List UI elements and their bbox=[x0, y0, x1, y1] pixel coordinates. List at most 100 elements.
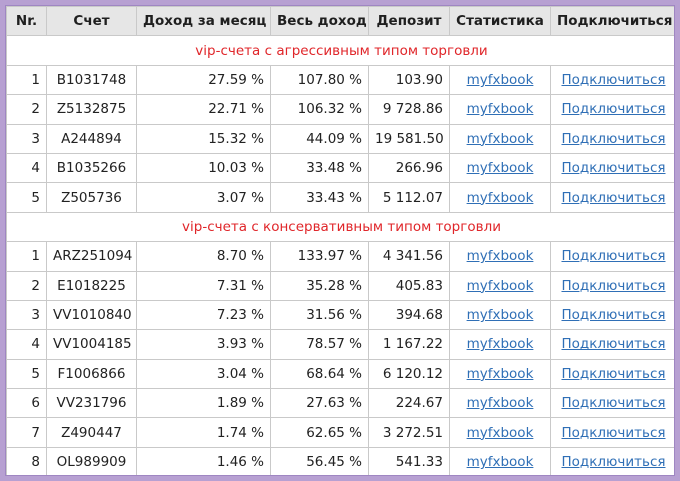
connect-link[interactable]: Подключиться bbox=[561, 424, 666, 441]
header-row: Nr. Счет Доход за месяц Весь доход Депоз… bbox=[6, 6, 674, 37]
row-deposit: 6 120.12 bbox=[368, 358, 450, 390]
row-total-income: 33.43 % bbox=[270, 182, 369, 213]
connect-link[interactable]: Подключиться bbox=[561, 454, 666, 471]
connect-link[interactable]: Подключиться bbox=[561, 307, 666, 324]
connect-link[interactable]: Подключиться bbox=[561, 395, 666, 412]
myfxbook-link[interactable]: myfxbook bbox=[466, 424, 534, 441]
row-account: A244894 bbox=[46, 123, 137, 154]
connect-link[interactable]: Подключиться bbox=[561, 248, 666, 265]
row-total-income: 62.65 % bbox=[270, 417, 369, 448]
row-total-income: 78.57 % bbox=[270, 329, 369, 360]
row-deposit: 5 112.07 bbox=[368, 182, 450, 213]
connect-link[interactable]: Подключиться bbox=[561, 277, 666, 294]
table-row: 2 Z5132875 22.71 % 106.32 % 9 728.86 myf… bbox=[6, 94, 674, 125]
header-connect: Подключиться bbox=[550, 6, 674, 37]
row-stats-cell: myfxbook bbox=[449, 152, 551, 184]
row-stats-cell: myfxbook bbox=[449, 270, 551, 301]
row-stats-cell: myfxbook bbox=[449, 358, 551, 390]
table-row: 1 ARZ251094 8.70 % 133.97 % 4 341.56 myf… bbox=[6, 241, 674, 272]
row-deposit: 3 272.51 bbox=[368, 417, 450, 448]
connect-link[interactable]: Подключиться bbox=[561, 101, 666, 118]
row-total-income: 35.28 % bbox=[270, 270, 369, 301]
myfxbook-link[interactable]: myfxbook bbox=[466, 307, 534, 324]
row-connect-cell: Подключиться bbox=[550, 64, 674, 96]
row-total-income: 56.45 % bbox=[270, 446, 369, 475]
connect-link[interactable]: Подключиться bbox=[561, 336, 666, 353]
row-connect-cell: Подключиться bbox=[550, 417, 674, 448]
row-nr: 4 bbox=[6, 152, 47, 184]
myfxbook-link[interactable]: myfxbook bbox=[466, 101, 534, 118]
row-monthly-income: 8.70 % bbox=[136, 241, 271, 272]
row-nr: 1 bbox=[6, 241, 47, 272]
row-total-income: 33.48 % bbox=[270, 152, 369, 184]
header-total-income: Весь доход bbox=[270, 6, 369, 37]
row-connect-cell: Подключиться bbox=[550, 241, 674, 272]
row-total-income: 27.63 % bbox=[270, 388, 369, 419]
row-stats-cell: myfxbook bbox=[449, 388, 551, 419]
row-deposit: 394.68 bbox=[368, 299, 450, 331]
row-stats-cell: myfxbook bbox=[449, 182, 551, 213]
row-connect-cell: Подключиться bbox=[550, 94, 674, 125]
myfxbook-link[interactable]: myfxbook bbox=[466, 395, 534, 412]
row-stats-cell: myfxbook bbox=[449, 64, 551, 96]
table-row: 5 Z505736 3.07 % 33.43 % 5 112.07 myfxbo… bbox=[6, 182, 674, 213]
myfxbook-link[interactable]: myfxbook bbox=[466, 454, 534, 471]
header-account: Счет bbox=[46, 6, 137, 37]
row-deposit: 405.83 bbox=[368, 270, 450, 301]
table-row: 6 VV231796 1.89 % 27.63 % 224.67 myfxboo… bbox=[6, 388, 674, 419]
row-nr: 2 bbox=[6, 270, 47, 301]
myfxbook-link[interactable]: myfxbook bbox=[466, 130, 534, 147]
connect-link[interactable]: Подключиться bbox=[561, 365, 666, 382]
row-stats-cell: myfxbook bbox=[449, 446, 551, 475]
row-monthly-income: 7.23 % bbox=[136, 299, 271, 331]
row-connect-cell: Подключиться bbox=[550, 299, 674, 331]
table-row: 4 B1035266 10.03 % 33.48 % 266.96 myfxbo… bbox=[6, 152, 674, 184]
row-connect-cell: Подключиться bbox=[550, 446, 674, 475]
myfxbook-link[interactable]: myfxbook bbox=[466, 189, 534, 206]
row-nr: 2 bbox=[6, 94, 47, 125]
row-account: VV1010840 bbox=[46, 299, 137, 331]
row-deposit: 266.96 bbox=[368, 152, 450, 184]
row-stats-cell: myfxbook bbox=[449, 299, 551, 331]
myfxbook-link[interactable]: myfxbook bbox=[466, 71, 534, 88]
row-account: OL989909 bbox=[46, 446, 137, 475]
row-deposit: 1 167.22 bbox=[368, 329, 450, 360]
header-statistics: Статистика bbox=[449, 6, 551, 37]
row-connect-cell: Подключиться bbox=[550, 182, 674, 213]
myfxbook-link[interactable]: myfxbook bbox=[466, 248, 534, 265]
table-container: Nr. Счет Доход за месяц Весь доход Депоз… bbox=[5, 5, 675, 476]
section-row-aggressive: vip-счета с агрессивным типом торговли bbox=[6, 35, 674, 66]
myfxbook-link[interactable]: myfxbook bbox=[466, 160, 534, 177]
row-account: F1006866 bbox=[46, 358, 137, 390]
row-deposit: 541.33 bbox=[368, 446, 450, 475]
connect-link[interactable]: Подключиться bbox=[561, 71, 666, 88]
table-row: 8 OL989909 1.46 % 56.45 % 541.33 myfxboo… bbox=[6, 446, 674, 475]
table-row: 1 B1031748 27.59 % 107.80 % 103.90 myfxb… bbox=[6, 64, 674, 96]
row-account: ARZ251094 bbox=[46, 241, 137, 272]
row-deposit: 9 728.86 bbox=[368, 94, 450, 125]
myfxbook-link[interactable]: myfxbook bbox=[466, 365, 534, 382]
row-nr: 5 bbox=[6, 182, 47, 213]
row-monthly-income: 10.03 % bbox=[136, 152, 271, 184]
row-nr: 6 bbox=[6, 388, 47, 419]
row-monthly-income: 3.93 % bbox=[136, 329, 271, 360]
row-monthly-income: 1.89 % bbox=[136, 388, 271, 419]
row-deposit: 19 581.50 bbox=[368, 123, 450, 154]
header-monthly-income: Доход за месяц bbox=[136, 6, 271, 37]
myfxbook-link[interactable]: myfxbook bbox=[466, 336, 534, 353]
row-account: E1018225 bbox=[46, 270, 137, 301]
row-account: Z490447 bbox=[46, 417, 137, 448]
row-nr: 8 bbox=[6, 446, 47, 475]
table-header: Nr. Счет Доход за месяц Весь доход Депоз… bbox=[6, 6, 674, 37]
connect-link[interactable]: Подключиться bbox=[561, 189, 666, 206]
myfxbook-link[interactable]: myfxbook bbox=[466, 277, 534, 294]
row-connect-cell: Подключиться bbox=[550, 270, 674, 301]
connect-link[interactable]: Подключиться bbox=[561, 130, 666, 147]
row-account: Z5132875 bbox=[46, 94, 137, 125]
row-account: Z505736 bbox=[46, 182, 137, 213]
row-monthly-income: 22.71 % bbox=[136, 94, 271, 125]
connect-link[interactable]: Подключиться bbox=[561, 160, 666, 177]
row-nr: 3 bbox=[6, 123, 47, 154]
table-row: 3 VV1010840 7.23 % 31.56 % 394.68 myfxbo… bbox=[6, 299, 674, 331]
